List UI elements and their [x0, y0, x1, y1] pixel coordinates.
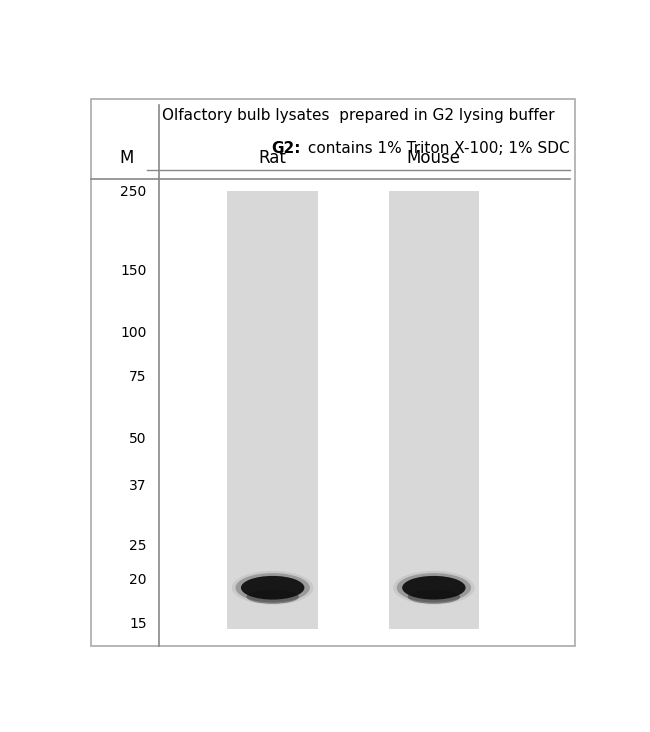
Text: 75: 75 [129, 370, 147, 384]
Text: M: M [120, 149, 134, 168]
Text: 15: 15 [129, 617, 147, 631]
Ellipse shape [241, 576, 304, 600]
Text: 250: 250 [120, 185, 147, 200]
Text: 150: 150 [120, 264, 147, 278]
FancyBboxPatch shape [91, 99, 575, 646]
Text: 50: 50 [129, 433, 147, 447]
Ellipse shape [396, 573, 471, 602]
Ellipse shape [246, 590, 299, 604]
Ellipse shape [235, 573, 310, 602]
Text: 37: 37 [129, 479, 147, 493]
Text: Mouse: Mouse [407, 149, 461, 168]
Text: 20: 20 [129, 573, 147, 587]
Text: G2:: G2: [271, 141, 300, 157]
Text: Rat: Rat [259, 149, 287, 168]
Bar [227, 191, 318, 630]
Text: Olfactory bulb lysates  prepared in G2 lysing buffer: Olfactory bulb lysates prepared in G2 ly… [162, 108, 554, 122]
Ellipse shape [402, 576, 465, 600]
Text: 25: 25 [129, 539, 147, 553]
Ellipse shape [232, 571, 313, 605]
Ellipse shape [393, 571, 474, 605]
Bar [389, 191, 479, 630]
Text: contains 1% Triton X-100; 1% SDC: contains 1% Triton X-100; 1% SDC [303, 141, 569, 157]
Text: 100: 100 [120, 326, 147, 340]
Ellipse shape [408, 590, 460, 604]
